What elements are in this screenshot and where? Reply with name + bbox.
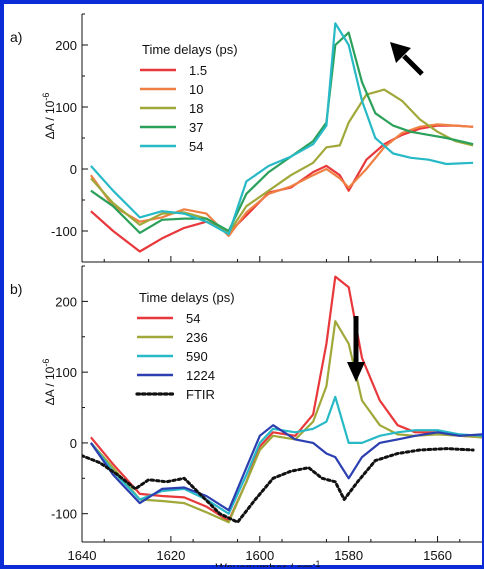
y-axis-title-text: ΔA / 10 — [43, 366, 57, 405]
y-tick-label: 200 — [55, 38, 77, 53]
x-axis-title-text: Wavenumber / cm — [216, 561, 313, 567]
series-line-236 — [90, 320, 482, 524]
legend-entry-37: 37 — [189, 120, 203, 135]
x-tick-label: 1560 — [423, 548, 452, 563]
y-tick-label: 100 — [55, 100, 77, 115]
series-line-37 — [90, 31, 474, 234]
legend-entry-1.5: 1.5 — [189, 63, 207, 78]
x-tick-label: 1600 — [245, 548, 274, 563]
y-axis-title: ΔA / 10-6 — [41, 93, 57, 140]
arrow-shaft — [402, 54, 424, 76]
x-tick-label: 1620 — [156, 548, 185, 563]
y-axis-title-text: ΔA / 10 — [43, 100, 57, 139]
y-tick-label: 0 — [70, 162, 77, 177]
y-axis-title-exponent: -6 — [41, 359, 51, 367]
series-group — [90, 22, 474, 253]
x-tick-label: 1580 — [334, 548, 363, 563]
chart-panel-b: -100 0 100 200 1640 1620 1600 1580 1560 b) ΔA / 10… — [10, 265, 482, 567]
series-group — [82, 275, 482, 524]
y-tick-label: -100 — [51, 224, 77, 239]
legend-entry-FTIR: FTIR — [186, 387, 215, 402]
x-axis-title-exponent: -1 — [312, 559, 320, 567]
legend-entry-1224: 1224 — [186, 368, 215, 383]
y-tick-label: 200 — [55, 294, 77, 309]
legend-title: Time delays (ps) — [142, 42, 238, 57]
legend-entry-54: 54 — [189, 139, 203, 154]
legend-entry-590: 590 — [186, 349, 208, 364]
legend-entry-54: 54 — [186, 311, 200, 326]
y-axis-title-exponent: -6 — [41, 93, 51, 101]
series-line-54 — [90, 22, 474, 236]
panel-label: b) — [10, 281, 22, 297]
y-tick-label: 100 — [55, 365, 77, 380]
series-line-54 — [90, 275, 482, 522]
series-line-10 — [90, 123, 474, 238]
arrow-head — [347, 362, 365, 382]
legend-entry-236: 236 — [186, 330, 208, 345]
legend-entry-10: 10 — [189, 82, 203, 97]
series-line-1.5 — [90, 124, 474, 253]
y-tick-label: 0 — [70, 436, 77, 451]
series-line-FTIR — [82, 447, 475, 524]
y-tick-label: -100 — [51, 507, 77, 522]
x-axis-title: Wavenumber / cm-1 — [216, 559, 321, 567]
y-axis-title: ΔA / 10-6 — [41, 359, 57, 406]
series-line-590 — [90, 395, 482, 515]
x-tick-label: 1640 — [68, 548, 97, 563]
chart-panel-a: -100 0 100 200 a) ΔA / 10-6 Time delays (ps) 1.… — [10, 13, 482, 263]
panel-label: a) — [10, 29, 22, 45]
legend-title: Time delays (ps) — [139, 290, 235, 305]
series-line-1224 — [89, 424, 482, 512]
arrow-head — [390, 42, 411, 63]
legend-entry-18: 18 — [189, 101, 203, 116]
series-line-18 — [90, 88, 474, 234]
